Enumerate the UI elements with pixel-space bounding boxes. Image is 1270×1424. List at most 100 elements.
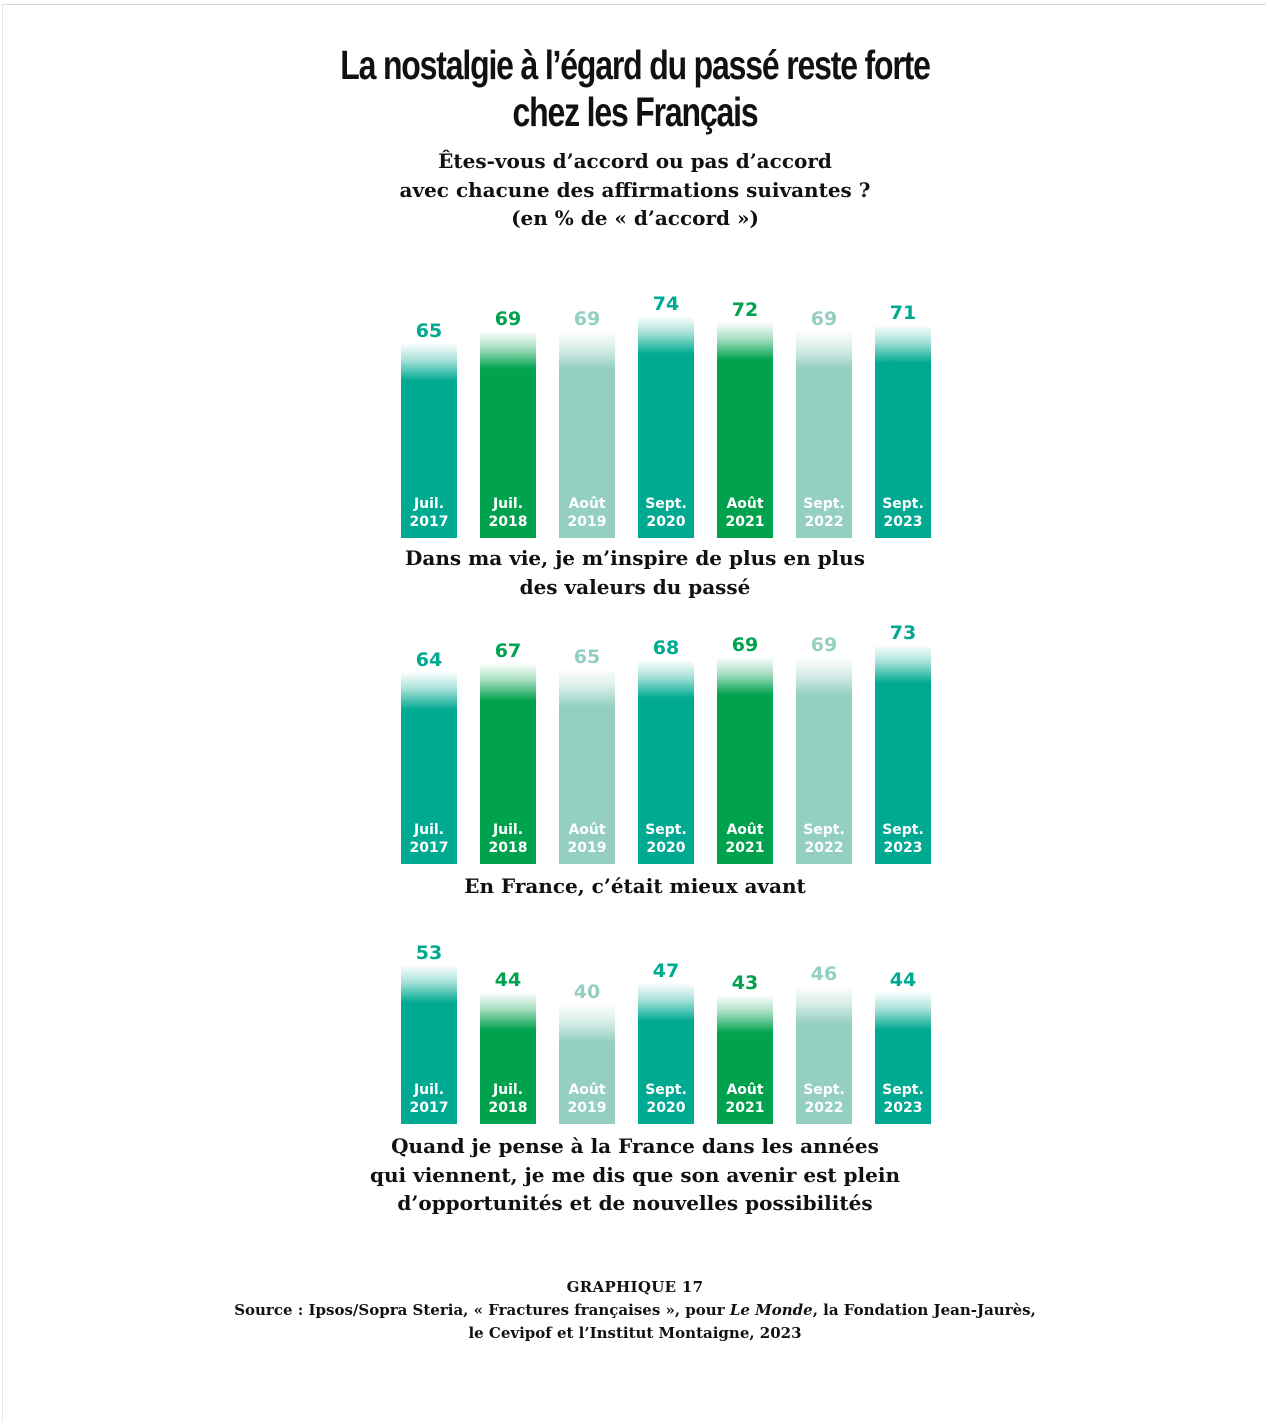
bar xyxy=(717,657,773,864)
data-label: 69 xyxy=(495,308,521,330)
data-label: 68 xyxy=(653,637,679,659)
bar xyxy=(717,995,773,1124)
data-label: 40 xyxy=(574,981,600,1003)
category-label: 2021 xyxy=(726,840,765,856)
title-line-2: chez les Français xyxy=(512,89,759,135)
category-label: 2021 xyxy=(726,514,765,530)
bar xyxy=(875,325,931,538)
caption-line: Dans ma vie, je m’inspire de plus en plu… xyxy=(405,546,865,570)
category-label: Juil. xyxy=(492,496,523,512)
data-label: 53 xyxy=(416,942,442,964)
category-label: Août xyxy=(726,1082,763,1098)
bar xyxy=(796,657,852,864)
source-publication: Le Monde xyxy=(729,1301,813,1319)
data-label: 65 xyxy=(574,646,600,668)
data-label: 43 xyxy=(732,972,758,994)
subtitle-line-1: Êtes-vous d’accord ou pas d’accord xyxy=(438,149,832,173)
category-label: 2020 xyxy=(647,1100,686,1116)
bar-chart-inspire-passe: 65 Juil. 2017 69 Juil. 2018 69 Août 2019 74 Sept. 2… xyxy=(401,293,931,538)
category-label: Sept. xyxy=(803,822,845,838)
page-frame xyxy=(2,4,1266,1422)
category-label: 2017 xyxy=(410,514,449,530)
caption-line: En France, c’était mieux avant xyxy=(464,874,806,898)
bar-chart-avenir: 53 Juil. 2017 44 Juil. 2018 40 Août 2019 47 Sept. 2… xyxy=(401,942,931,1124)
category-label: Juil. xyxy=(413,496,444,512)
data-label: 44 xyxy=(890,969,916,991)
bar xyxy=(638,660,694,864)
source-text: , la Fondation Jean-Jaurès, xyxy=(812,1301,1036,1319)
source-line-2: le Cevipof et l’Institut Montaigne, 2023 xyxy=(468,1324,802,1342)
page-title: La nostalgie à l’égard du passé reste fo… xyxy=(140,42,1131,136)
category-label: 2018 xyxy=(489,1100,528,1116)
category-label: 2019 xyxy=(568,840,607,856)
category-label: Juil. xyxy=(413,822,444,838)
category-label: Sept. xyxy=(803,1082,845,1098)
bar-chart-mieux-avant: 64 Juil. 2017 67 Juil. 2018 65 Août 2019 68 Sept. 2… xyxy=(401,622,931,864)
data-label: 73 xyxy=(890,622,916,644)
category-label: 2019 xyxy=(568,1100,607,1116)
category-label: Juil. xyxy=(492,1082,523,1098)
category-label: Juil. xyxy=(413,1082,444,1098)
data-label: 44 xyxy=(495,969,521,991)
bar xyxy=(401,343,457,538)
bar xyxy=(875,645,931,864)
chart-caption-avenir: Quand je pense à la France dans les anné… xyxy=(0,1132,1270,1218)
data-label: 71 xyxy=(890,302,916,324)
category-label: 2019 xyxy=(568,514,607,530)
graph-number-label: GRAPHIQUE 17 xyxy=(566,1278,704,1296)
bar xyxy=(559,331,615,538)
subtitle-line-2: avec chacune des affirmations suivantes … xyxy=(399,177,871,202)
category-label: Sept. xyxy=(645,822,687,838)
data-label: 47 xyxy=(653,960,679,982)
category-label: 2020 xyxy=(647,514,686,530)
bar xyxy=(638,316,694,538)
chart-caption-mieux-avant: En France, c’était mieux avant xyxy=(0,872,1270,901)
category-label: 2022 xyxy=(805,514,844,530)
bar xyxy=(717,322,773,538)
category-label: Sept. xyxy=(882,822,924,838)
subtitle-line-3: (en % de « d’accord ») xyxy=(511,206,759,230)
data-label: 69 xyxy=(811,634,837,656)
bar xyxy=(480,992,536,1124)
caption-line: des valeurs du passé xyxy=(519,574,751,599)
bar xyxy=(796,331,852,538)
category-label: Août xyxy=(568,822,605,838)
category-label: 2022 xyxy=(805,1100,844,1116)
category-label: 2022 xyxy=(805,840,844,856)
bar xyxy=(401,965,457,1124)
data-label: 69 xyxy=(574,308,600,330)
category-label: Sept. xyxy=(803,496,845,512)
source-text: Source : Ipsos/Sopra Steria, « Fractures… xyxy=(234,1301,730,1319)
category-label: 2023 xyxy=(884,1100,923,1116)
category-label: Sept. xyxy=(645,1082,687,1098)
bar xyxy=(875,992,931,1124)
data-label: 74 xyxy=(653,293,679,315)
title-line-1: La nostalgie à l’égard du passé reste fo… xyxy=(340,42,931,88)
caption-line: Quand je pense à la France dans les anné… xyxy=(391,1134,879,1158)
data-label: 67 xyxy=(495,640,521,662)
category-label: Juil. xyxy=(492,822,523,838)
category-label: 2023 xyxy=(884,840,923,856)
caption-line: d’opportunités et de nouvelles possibili… xyxy=(397,1191,873,1215)
data-label: 69 xyxy=(811,308,837,330)
caption-line: qui viennent, je me dis que son avenir e… xyxy=(369,1162,900,1187)
chart-subtitle: Êtes-vous d’accord ou pas d’accord avec … xyxy=(0,147,1270,233)
bar xyxy=(401,672,457,864)
category-label: Août xyxy=(568,496,605,512)
category-label: Août xyxy=(726,822,763,838)
category-label: 2017 xyxy=(410,840,449,856)
chart-footer: GRAPHIQUE 17 Source : Ipsos/Sopra Steria… xyxy=(0,1276,1270,1345)
data-label: 64 xyxy=(416,649,442,671)
bar xyxy=(480,331,536,538)
data-label: 46 xyxy=(811,963,837,985)
bar xyxy=(559,669,615,864)
category-label: 2018 xyxy=(489,840,528,856)
category-label: Août xyxy=(568,1082,605,1098)
data-label: 65 xyxy=(416,320,442,342)
data-label: 72 xyxy=(732,299,758,321)
category-label: Sept. xyxy=(882,496,924,512)
source-line-1: Source : Ipsos/Sopra Steria, « Fractures… xyxy=(0,1299,1270,1322)
category-label: Sept. xyxy=(645,496,687,512)
category-label: 2021 xyxy=(726,1100,765,1116)
category-label: 2020 xyxy=(647,840,686,856)
